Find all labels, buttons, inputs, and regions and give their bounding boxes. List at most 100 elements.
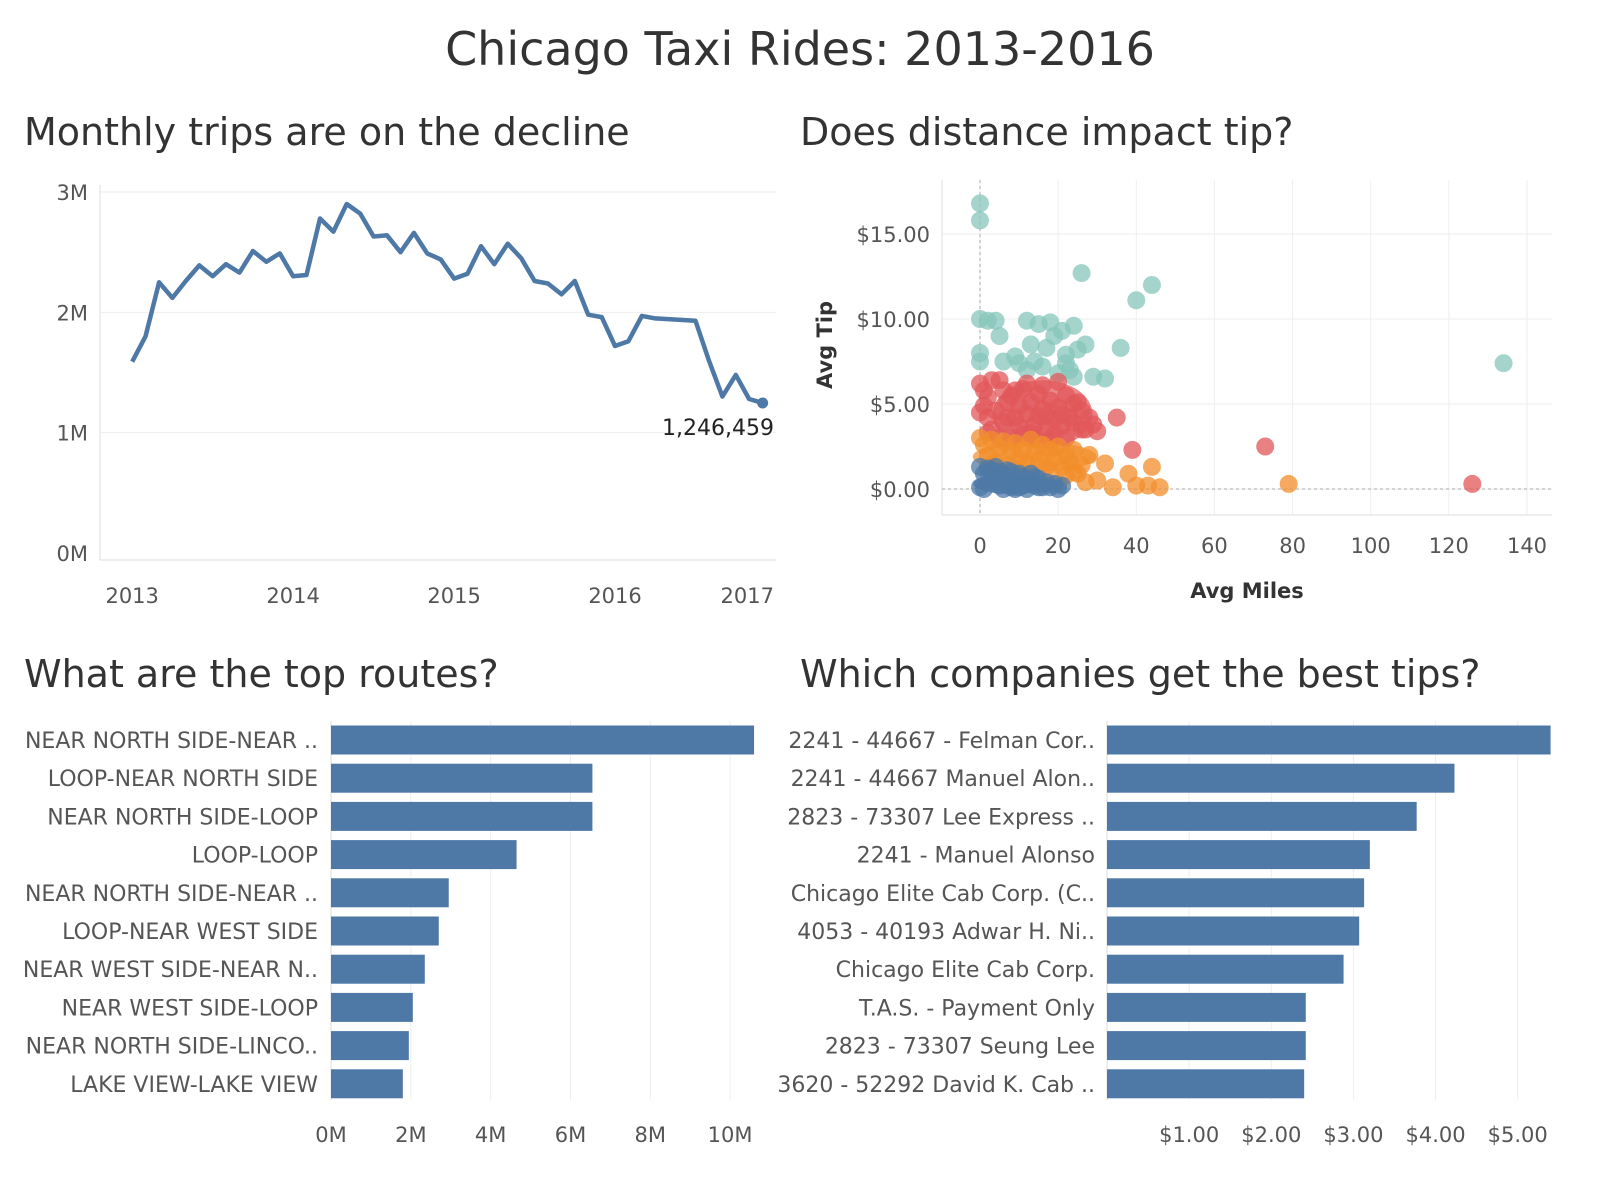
- scatter-y-axis-title: Avg Tip: [813, 301, 837, 389]
- routes-category-label: NEAR WEST SIDE-LOOP: [62, 996, 318, 1021]
- scatter-point-orange: [1279, 474, 1298, 493]
- scatter-x-tick-label: 80: [1279, 534, 1306, 558]
- tip-scatter-chart: $0.00 $5.00 $10.00 $15.00 0 20 40 60 80 100 120 140…: [813, 180, 1552, 603]
- companies-x-tick-label: $1.00: [1159, 1123, 1219, 1147]
- scatter-x-tick-label: 40: [1123, 534, 1150, 558]
- companies-bar: [1107, 840, 1370, 870]
- scatter-x-tick-label: 120: [1429, 534, 1469, 558]
- routes-bar: [331, 954, 425, 984]
- scatter-point-red: [1463, 474, 1482, 493]
- scatter-point-teal: [986, 311, 1005, 330]
- scatter-point-orange: [1080, 446, 1099, 464]
- companies-category-label: 4053 - 40193 Adwar H. Ni..: [797, 920, 1095, 945]
- companies-bar: [1107, 954, 1344, 984]
- scatter-x-tick-label: 60: [1201, 534, 1228, 558]
- routes-category-label: NEAR WEST SIDE-NEAR N..: [23, 958, 318, 983]
- scatter-point-red: [1107, 408, 1126, 427]
- routes-bar: [331, 840, 517, 870]
- scatter-point-teal: [1033, 357, 1052, 376]
- companies-category-label: 2241 - 44667 Manuel Alon..: [791, 767, 1095, 792]
- scatter-point-red: [1010, 396, 1029, 415]
- scatter-point-teal: [1017, 311, 1036, 330]
- companies-category-label: Chicago Elite Cab Corp. (C..: [791, 882, 1095, 907]
- scatter-point-orange: [1142, 457, 1161, 476]
- scatter-y-tick-label: $5.00: [870, 393, 930, 417]
- trips-y-tick-label: 2M: [57, 301, 88, 325]
- scatter-x-tick-label: 140: [1507, 534, 1547, 558]
- scatter-point-teal: [971, 194, 989, 213]
- scatter-point-red: [1033, 376, 1052, 395]
- scatter-point-red: [1049, 372, 1068, 391]
- trips-x-tick-label: 2014: [266, 584, 319, 608]
- routes-bar: [331, 1069, 403, 1099]
- routes-category-label: NEAR NORTH SIDE-NEAR ..: [25, 729, 318, 754]
- trips-series-line: [130, 201, 764, 406]
- trips-line-chart: 0M 1M 2M 3M 2013 2014 2015 2016 2017 1,246,459: [57, 181, 776, 608]
- routes-x-tick-label: 10M: [708, 1123, 753, 1147]
- trips-last-value-label: 1,246,459: [662, 416, 774, 441]
- companies-category-label: 3620 - 52292 David K. Cab ..: [777, 1073, 1095, 1098]
- routes-x-tick-label: 6M: [555, 1123, 586, 1147]
- scatter-chart-title: Does distance impact tip?: [800, 110, 1294, 154]
- routes-bar-chart: 0M 2M 4M 6M 8M 10M NEAR NORTH SIDE-NEAR .. LOOP…: [23, 721, 755, 1147]
- scatter-point-blue: [1053, 476, 1072, 495]
- routes-category-label: NEAR NORTH SIDE-LINCO..: [26, 1035, 318, 1060]
- companies-bar: [1107, 1069, 1305, 1099]
- routes-x-tick-label: 8M: [635, 1123, 666, 1147]
- scatter-y-tick-label: $10.00: [857, 308, 930, 332]
- trips-y-tick-label: 0M: [57, 542, 88, 566]
- companies-chart-title: Which companies get the best tips?: [800, 652, 1481, 696]
- trips-x-tick-label: 2015: [427, 584, 480, 608]
- scatter-point-red: [1256, 437, 1275, 456]
- routes-category-label: LAKE VIEW-LAKE VIEW: [70, 1073, 318, 1098]
- routes-bar: [331, 878, 449, 908]
- routes-x-tick-label: 2M: [395, 1123, 426, 1147]
- scatter-x-axis-title: Avg Miles: [1190, 579, 1304, 603]
- scatter-point-orange: [1064, 440, 1083, 459]
- scatter-point-blue: [1029, 478, 1048, 497]
- scatter-y-tick-label: $15.00: [857, 223, 930, 247]
- companies-bar: [1107, 763, 1455, 793]
- trips-x-tick-label: 2013: [105, 584, 158, 608]
- companies-category-label: 2823 - 73307 Lee Express ..: [787, 805, 1095, 830]
- dashboard-title: Chicago Taxi Rides: 2013-2016: [445, 22, 1155, 76]
- routes-bar: [331, 801, 593, 831]
- routes-bar: [331, 763, 593, 793]
- scatter-x-tick-label: 20: [1045, 534, 1072, 558]
- routes-category-label: LOOP-NEAR WEST SIDE: [62, 920, 318, 945]
- trips-last-point-marker: [757, 397, 769, 409]
- scatter-x-tick-label: 0: [973, 534, 986, 558]
- scatter-point-teal: [1072, 264, 1091, 283]
- routes-bar: [331, 725, 755, 755]
- trips-chart-title: Monthly trips are on the decline: [24, 110, 630, 154]
- routes-bar: [331, 1031, 409, 1061]
- companies-bar: [1107, 725, 1551, 755]
- companies-category-label: 2241 - 44667 - Felman Cor..: [788, 729, 1095, 754]
- scatter-point-orange: [1150, 478, 1169, 497]
- companies-x-tick-label: $2.00: [1241, 1123, 1301, 1147]
- scatter-point-orange: [1096, 454, 1115, 473]
- scatter-point-teal: [1111, 338, 1130, 357]
- scatter-point-teal: [1096, 369, 1115, 388]
- scatter-point-red: [1123, 440, 1142, 459]
- companies-category-label: Chicago Elite Cab Corp.: [836, 958, 1095, 983]
- scatter-point-teal: [1494, 354, 1513, 373]
- scatter-point-teal: [990, 327, 1009, 345]
- companies-x-tick-label: $3.00: [1323, 1123, 1383, 1147]
- companies-bar: [1107, 878, 1365, 908]
- routes-category-label: NEAR NORTH SIDE-NEAR ..: [25, 882, 318, 907]
- scatter-x-tick-label: 100: [1351, 534, 1391, 558]
- routes-category-label: NEAR NORTH SIDE-LOOP: [47, 805, 318, 830]
- trips-x-tick-label: 2016: [588, 584, 641, 608]
- companies-category-label: 2241 - Manuel Alonso: [857, 844, 1095, 869]
- scatter-point-red: [1084, 415, 1103, 434]
- companies-x-tick-label: $4.00: [1406, 1123, 1466, 1147]
- scatter-point-blue: [998, 461, 1017, 480]
- routes-chart-title: What are the top routes?: [24, 652, 499, 696]
- scatter-point-teal: [971, 211, 989, 230]
- companies-category-label: T.A.S. - Payment Only: [858, 996, 1095, 1021]
- routes-bar: [331, 992, 413, 1022]
- scatter-point-red: [998, 408, 1017, 427]
- scatter-point-teal: [1076, 335, 1095, 354]
